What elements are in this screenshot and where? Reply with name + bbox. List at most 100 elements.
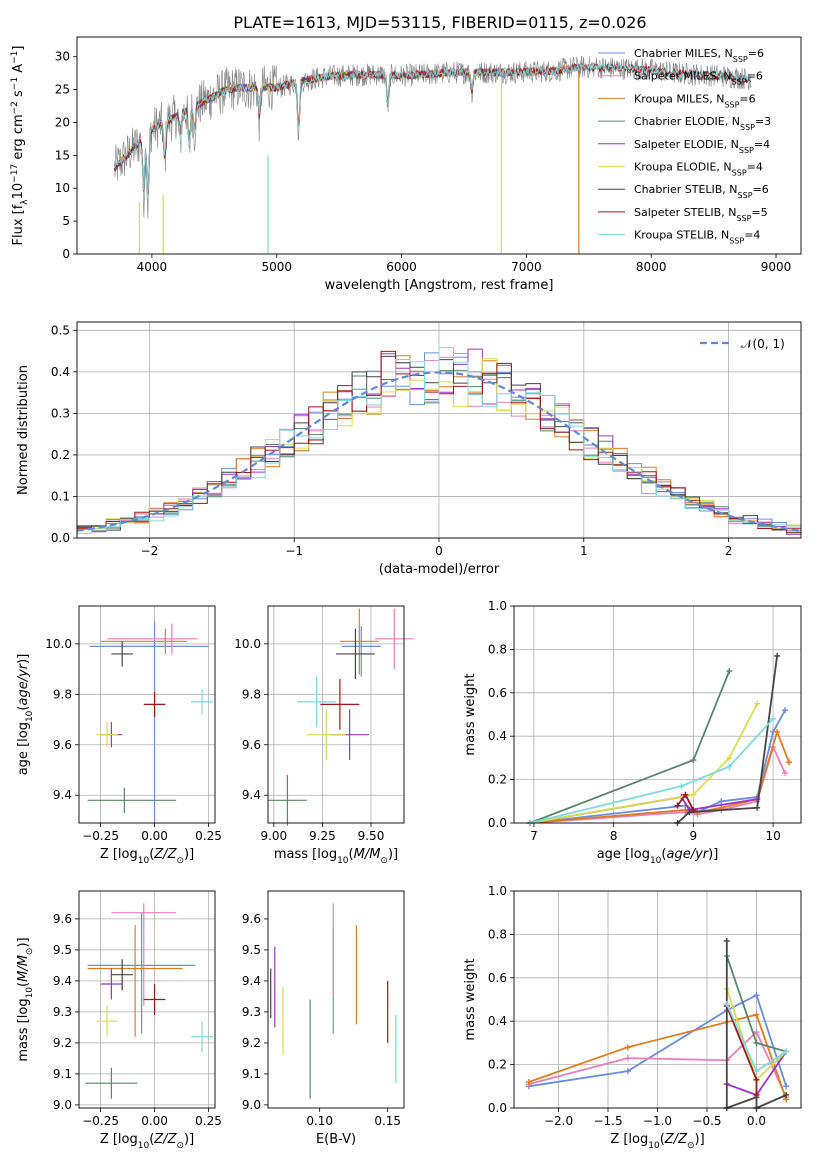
y-tick-label: 9.4 (242, 974, 261, 988)
y-tick-label: 1.0 (488, 599, 507, 613)
x-tick-label: 10 (765, 829, 780, 843)
x-axis-label: mass [log10(M/M⊙)] (274, 847, 398, 866)
weight-marker (686, 809, 693, 816)
weight-marker (782, 707, 789, 714)
y-tick-label: 9.6 (53, 912, 72, 926)
y-tick-label: 9.2 (242, 1036, 261, 1050)
weight-marker (774, 652, 781, 659)
axes-frame (76, 321, 802, 539)
model-spectrum-line (113, 63, 577, 193)
x-tick-label: 0.15 (374, 1114, 401, 1128)
x-axis-label: Z [log10(Z/Z⊙)] (610, 1132, 704, 1151)
weight-marker (624, 1055, 631, 1062)
weight-marker (678, 783, 685, 790)
model-spectrum-line (114, 67, 501, 194)
histogram-step (76, 347, 801, 538)
weight-marker (690, 791, 697, 798)
weight-marker (723, 937, 730, 944)
y-tick-label: 9.4 (53, 974, 72, 988)
model-spectrum-line (113, 62, 752, 197)
x-tick-label: −1 (285, 544, 303, 558)
y-axis-label: mass weight (463, 673, 478, 755)
y-tick-label: 0.4 (51, 365, 70, 379)
y-tick-label: 0.0 (488, 816, 507, 830)
legend-entry: 𝒩(0, 1) (741, 337, 785, 351)
y-tick-label: 9.6 (53, 738, 72, 752)
y-tick-label: 0.5 (51, 323, 70, 337)
weight-marker (525, 1078, 532, 1085)
weight-marker (783, 1048, 790, 1055)
weight-marker (723, 1000, 730, 1007)
y-tick-label: 9.6 (242, 738, 261, 752)
legend-entry: Chabrier STELIB, NSSP=6 (634, 183, 769, 200)
y-tick-label: 9.2 (53, 1036, 72, 1050)
y-tick-label: 9.0 (242, 1098, 261, 1112)
y-tick-label: 9.1 (242, 1067, 261, 1081)
y-tick-label: 0.4 (488, 1014, 507, 1028)
weight-marker (726, 668, 733, 675)
y-tick-label: 9.5 (53, 943, 72, 957)
weight-marker (718, 798, 725, 805)
panel-weight_vs_Z: −2.0 −1.5 −1.0 −0.5 0.0 0.0 0.2 0.4 0.6 0.8 1.0 Z [… (463, 884, 802, 1151)
x-tick-label: 0.25 (195, 829, 222, 843)
weight-line (529, 703, 759, 824)
legend-entry: Salpeter ELODIE, NSSP=4 (634, 138, 770, 155)
weight-marker (726, 763, 733, 770)
weight-marker (753, 1076, 760, 1083)
weight-marker (753, 1011, 760, 1018)
axes-frame (513, 890, 802, 1109)
x-tick-label: 0.00 (141, 1114, 168, 1128)
y-tick-label: 0.2 (51, 448, 70, 462)
x-tick-label: 1 (580, 544, 588, 558)
y-tick-label: 0.1 (51, 489, 70, 503)
legend-entry: Chabrier MILES, NSSP=6 (634, 47, 764, 64)
x-tick-label: 7 (530, 829, 538, 843)
x-tick-label: 0.10 (306, 1114, 333, 1128)
x-axis-label: wavelength [Angstrom, rest frame] (325, 278, 554, 293)
y-tick-label: 9.5 (242, 943, 261, 957)
axes-frame (78, 605, 216, 824)
weight-marker (624, 1044, 631, 1051)
weight-marker (690, 757, 697, 764)
panel-mass_vs_Z: −0.25 0.00 0.25 9.0 9.1 9.2 9.3 9.4 9.5 9.6 Z [log… (16, 890, 222, 1151)
x-tick-label: 7000 (511, 260, 542, 274)
model-spectrum-line (113, 64, 578, 195)
y-tick-label: 9.6 (242, 912, 261, 926)
x-tick-label: 9000 (761, 260, 792, 274)
x-tick-label: 4000 (137, 260, 168, 274)
weight-marker (753, 1068, 760, 1075)
legend-entry: Kroupa STELIB, NSSP=4 (634, 229, 760, 246)
x-tick-label: 8000 (636, 260, 667, 274)
y-tick-label: 9.4 (242, 788, 261, 802)
y-axis-label: Flux [fλ10−17 erg cm−2 s−1 A−1] (10, 46, 30, 246)
axes-frame (513, 605, 802, 824)
x-axis-label: age [log10(age/yr)] (597, 847, 719, 866)
weight-marker (774, 728, 781, 735)
y-tick-label: 0.8 (488, 927, 507, 941)
panel-residual_hist: −2 −1 0 1 2 0.0 0.1 0.2 0.3 0.4 0.5 (data-model)/er… (16, 321, 802, 577)
y-tick-label: 9.3 (242, 1005, 261, 1019)
axes-frame (267, 605, 405, 824)
weight-marker (753, 1091, 760, 1098)
weight-marker (770, 715, 777, 722)
x-tick-label: 9 (690, 829, 698, 843)
x-tick-label: −1.0 (643, 1114, 672, 1128)
y-tick-label: 0.6 (488, 686, 507, 700)
panel-age_vs_mass: 9.00 9.25 9.50 9.4 9.6 9.8 10.0 mass [log10(M/M… (234, 605, 414, 866)
y-tick-label: 15 (55, 148, 70, 162)
model-spectrum-line (114, 63, 578, 191)
weight-marker (624, 1068, 631, 1075)
axes-frame (78, 890, 216, 1109)
y-tick-label: 0.4 (488, 729, 507, 743)
weight-marker (754, 804, 761, 811)
x-axis-label: Z [log10(Z/Z⊙)] (100, 1132, 194, 1151)
y-tick-label: 0 (62, 247, 70, 261)
y-tick-label: 9.1 (53, 1067, 72, 1081)
model-spectrum-line (113, 68, 501, 195)
axes-frame (267, 890, 405, 1109)
weight-marker (682, 791, 689, 798)
weight-marker (754, 700, 761, 707)
y-tick-label: 10.0 (45, 637, 72, 651)
y-axis-label: mass [log10(M/M⊙)] (16, 937, 35, 1061)
